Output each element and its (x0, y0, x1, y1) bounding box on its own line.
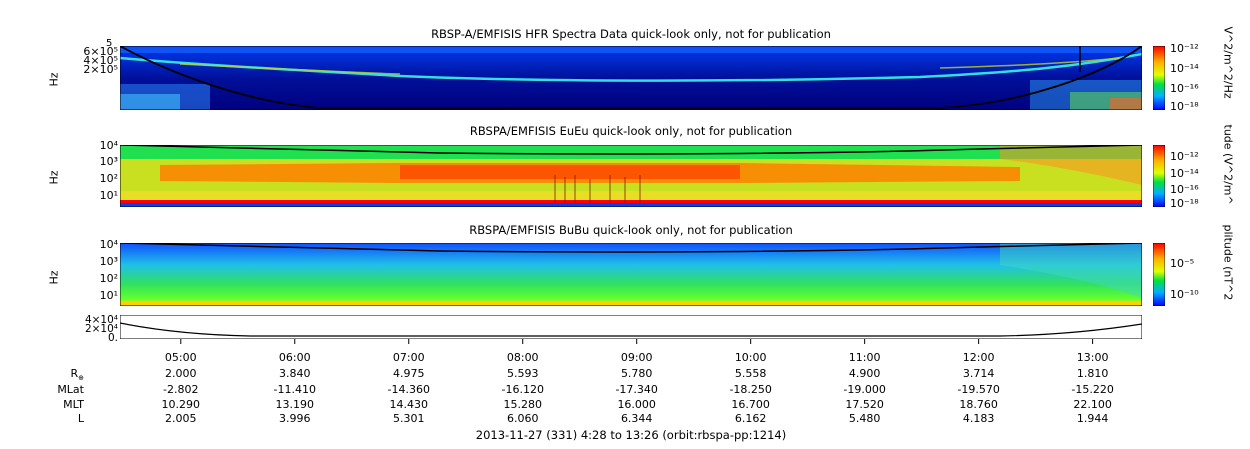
ephemeris-cell: 5.558 (734, 367, 767, 380)
footer-label: 2013-11-27 (331) 4:28 to 13:26 (orbit:rb… (475, 428, 787, 442)
panel1-cb-tick-3: 10⁻¹⁸ (1170, 100, 1199, 113)
ephemeris-cell: -19.570 (957, 383, 1000, 396)
panel1-ytick-0: 6×10⁵ (83, 45, 118, 58)
ephemeris-cell: -11.410 (273, 383, 316, 396)
ephemeris-cell: 22.100 (1073, 398, 1112, 411)
ephemeris-cell: 6.344 (620, 412, 653, 425)
ephemeris-cell: 4.183 (962, 412, 995, 425)
ephemeris-cell: 3.840 (279, 367, 311, 380)
panel4-line (120, 322, 1142, 337)
ephemeris-cell: 6.162 (734, 412, 767, 425)
panel2-ylabel: Hz (47, 170, 61, 185)
panel3-ylabel: Hz (47, 270, 61, 285)
ephemeris-row-label: R⊕ (70, 367, 84, 383)
panel2-spectrogram (120, 145, 1142, 207)
panel4-lineplot (120, 315, 1142, 339)
ephemeris-cell: 6.060 (506, 412, 539, 425)
time-tick-label: 12:00 (962, 351, 995, 364)
ephemeris-cell: 5.480 (848, 412, 881, 425)
ephemeris-cell: -2.802 (163, 383, 199, 396)
panel1-title: RBSP-A/EMFISIS HFR Spectra Data quick-lo… (431, 27, 831, 41)
ephemeris-cell: -17.340 (615, 383, 658, 396)
ephemeris-cell: 18.760 (959, 398, 998, 411)
ephemeris-cell: 2.000 (165, 367, 197, 380)
panel1-cb-tick-1: 10⁻¹⁴ (1170, 62, 1199, 75)
panel1-ylabel: Hz (47, 72, 61, 87)
time-tick-label: 09:00 (620, 351, 653, 364)
x-tickmarks (180, 339, 1094, 344)
panel3-ytick-3: 10¹ (99, 289, 118, 302)
panel1-ytick-2: 2×10⁵ (83, 63, 118, 76)
ephemeris-cell: 17.520 (845, 398, 884, 411)
ephemeris-cell: -14.360 (387, 383, 430, 396)
ephemeris-cell: 5.780 (620, 367, 653, 380)
panel1-spectrogram (120, 46, 1142, 110)
panel2-cb-tick-2: 10⁻¹⁶ (1170, 183, 1199, 196)
panel3-ytick-0: 10⁴ (99, 238, 118, 251)
ephemeris-cell: 16.700 (731, 398, 770, 411)
panel3-colorbar (1153, 243, 1165, 306)
panel2-ytick-3: 10¹ (99, 189, 118, 202)
ephemeris-cell: 10.290 (161, 398, 201, 411)
panel1-cb-label: V^2/m^2/Hz (1221, 26, 1235, 99)
panel2-overlay-curve (120, 145, 1142, 155)
ephemeris-cell: 14.430 (389, 398, 428, 411)
ephemeris-cell: 3.996 (279, 412, 311, 425)
ephemeris-cell: 5.593 (506, 367, 539, 380)
panel3-cb-label: plitude (nT^2 (1221, 224, 1235, 301)
panel1-cb-tick-2: 10⁻¹⁶ (1170, 82, 1199, 95)
panel3-title: RBSPA/EMFISIS BuBu quick-look only, not … (469, 223, 793, 237)
time-tick-label: 07:00 (392, 351, 425, 364)
ephemeris-cell: 1.944 (1076, 412, 1109, 425)
ephemeris-cell: 4.975 (392, 367, 425, 380)
ephemeris-cell: -19.000 (843, 383, 886, 396)
time-tick-label: 05:00 (164, 351, 197, 364)
panel2-title: RBSPA/EMFISIS EuEu quick-look only, not … (469, 124, 793, 138)
ephemeris-cell: 15.280 (503, 398, 542, 411)
panel2-ytick-2: 10² (99, 172, 118, 185)
ephemeris-cell: -16.120 (501, 383, 544, 396)
ephemeris-row-label: L (77, 412, 84, 425)
panel2-ytick-0: 10⁴ (99, 139, 118, 152)
panel3-overlay-curve (120, 243, 1142, 253)
panel1-ytick-1: 4×10⁵ (83, 54, 118, 67)
earth-subscript-icon: ⊕ (78, 374, 84, 383)
time-tick-label: 11:00 (848, 351, 881, 364)
ephemeris-cell: -15.220 (1071, 383, 1114, 396)
ephemeris-cell: 3.714 (962, 367, 995, 380)
panel3-bg (120, 243, 1142, 306)
panel4-ytick-0: 4×10⁴ (84, 314, 118, 326)
ephemeris-row-label: MLat (57, 383, 84, 396)
panel2-ytick-1: 10³ (99, 155, 118, 168)
panel1-overlay-curve (120, 46, 1142, 109)
panel3-spectrogram (120, 243, 1142, 306)
panel3-ytick-2: 10² (99, 272, 118, 285)
panel4-ytick-2: 0. (107, 332, 118, 344)
ephemeris-cell: 16.000 (617, 398, 656, 411)
panel1-colorbar (1153, 46, 1165, 110)
panel1-ytick-top: 5 (106, 38, 113, 49)
panel2-cb-tick-3: 10⁻¹⁸ (1170, 197, 1199, 210)
panel2-cb-label: tude (V^2/m^ (1221, 124, 1235, 205)
panel4-ytick-1: 2×10⁴ (84, 323, 118, 335)
time-tick-label: 13:00 (1076, 351, 1109, 364)
panel1-bg (120, 46, 1142, 110)
panel2-colorbar (1153, 145, 1165, 207)
time-tick-label: 08:00 (506, 351, 539, 364)
panel2-cb-tick-0: 10⁻¹² (1170, 150, 1199, 163)
ephemeris-cell: 13.190 (275, 398, 315, 411)
ephemeris-row-label: MLT (63, 398, 84, 411)
panel2-cb-tick-1: 10⁻¹⁴ (1170, 167, 1199, 180)
ephemeris-cell: 1.810 (1076, 367, 1109, 380)
panel1-cb-tick-0: 10⁻¹² (1170, 42, 1199, 55)
ephemeris-cell: 2.005 (165, 412, 197, 425)
ephemeris-cell: 5.301 (392, 412, 425, 425)
ephemeris-cell: -18.250 (729, 383, 772, 396)
time-tick-label: 10:00 (734, 351, 767, 364)
panel3-ytick-1: 10³ (99, 255, 118, 268)
time-tick-label: 06:00 (278, 351, 311, 364)
panel3-cb-tick-0: 10⁻⁵ (1170, 257, 1195, 270)
panel3-cb-tick-1: 10⁻¹⁰ (1170, 288, 1199, 301)
ephemeris-cell: 4.900 (848, 367, 881, 380)
